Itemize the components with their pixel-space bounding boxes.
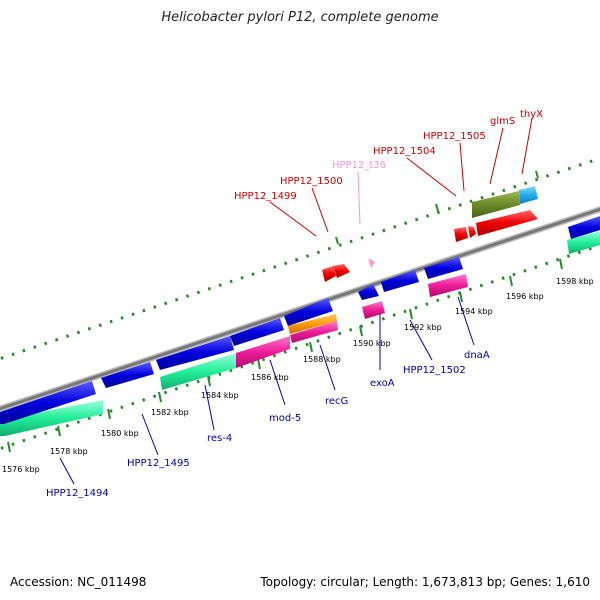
gene-arrow	[567, 231, 600, 254]
gene-arrow	[468, 226, 476, 238]
axis-label: 1586 kbp	[251, 373, 289, 382]
gene-arrow	[322, 266, 336, 282]
gene-label: HPP12_1494	[46, 488, 109, 499]
axis-label: 1578 kbp	[50, 447, 88, 456]
gene-arrow	[0, 400, 103, 436]
gene-label: HPP12_1500	[280, 176, 343, 187]
axis-label: 1590 kbp	[353, 339, 391, 348]
axis-label: 1582 kbp	[151, 408, 189, 417]
gene-arrow	[454, 227, 468, 242]
gene-arrow	[472, 191, 520, 218]
gene-arrow	[284, 298, 333, 326]
gene-label: HPP12_1505	[423, 131, 486, 142]
gene-label: recG	[325, 396, 348, 407]
gene-arrow	[381, 270, 419, 292]
gene-label: HPP12_t36	[332, 160, 386, 171]
axis-label: 1580 kbp	[101, 429, 139, 438]
forward-gene-labels: HPP12_1499 HPP12_1500 HPP12_t36 HPP12_15…	[234, 109, 543, 202]
reverse-strand-genes	[0, 231, 600, 436]
gene-arrow	[428, 274, 468, 297]
reverse-gene-labels: HPP12_1494 HPP12_1495 res-4 mod-5 recG e…	[46, 350, 490, 499]
gene-label: HPP12_1495	[127, 458, 190, 469]
forward-leader-lines	[269, 117, 533, 237]
gene-label: mod-5	[269, 413, 301, 424]
gene-arrow	[101, 362, 154, 388]
gene-label: exoA	[370, 378, 395, 389]
gene-label: HPP12_1504	[373, 146, 436, 157]
gene-arrow	[0, 381, 96, 424]
gene-label: dnaA	[464, 350, 490, 361]
map-title: Helicobacter pylori P12, complete genome	[161, 10, 439, 25]
gene-arrow	[568, 216, 600, 239]
axis-label: 1576 kbp	[2, 465, 40, 474]
gene-arrow	[519, 186, 538, 204]
major-ticks	[7, 258, 563, 453]
gene-label: HPP12_1499	[234, 191, 297, 202]
gene-arrow	[160, 353, 236, 390]
gene-arrow	[368, 258, 375, 268]
gene-arrow	[288, 314, 337, 334]
gene-arrow	[236, 336, 290, 368]
axis-label: 1598 kbp	[556, 277, 594, 286]
gene-arrow	[358, 284, 379, 300]
axis-label: 1592 kbp	[404, 323, 442, 332]
gene-arrow	[424, 257, 463, 279]
axis-labels: 1576 kbp 1578 kbp 1580 kbp 1582 kbp 1584…	[2, 277, 594, 474]
gene-arrow	[333, 264, 350, 278]
gene-label: res-4	[207, 433, 232, 444]
forward-strand-genes	[322, 186, 538, 282]
axis-label: 1588 kbp	[303, 355, 341, 364]
genome-summary-text: Topology: circular; Length: 1,673,813 bp…	[260, 575, 590, 589]
gene-arrow	[156, 336, 234, 370]
gene-label: HPP12_1502	[403, 365, 466, 376]
gene-arrow	[230, 318, 284, 346]
axis-label: 1596 kbp	[506, 292, 544, 301]
gene-arrow	[476, 210, 538, 236]
genome-backbone-core	[0, 207, 600, 411]
gene-arrow	[362, 301, 385, 319]
gene-label: thyX	[520, 109, 543, 120]
outer-major-ticks	[335, 170, 539, 245]
accession-text: Accession: NC_011498	[10, 575, 147, 589]
reverse-strand-blue-genes	[0, 216, 600, 424]
axis-label: 1594 kbp	[455, 307, 493, 316]
reverse-leader-lines	[59, 296, 475, 485]
gene-label: glmS	[490, 116, 515, 127]
gene-arrow	[290, 321, 338, 343]
axis-label: 1584 kbp	[201, 391, 239, 400]
